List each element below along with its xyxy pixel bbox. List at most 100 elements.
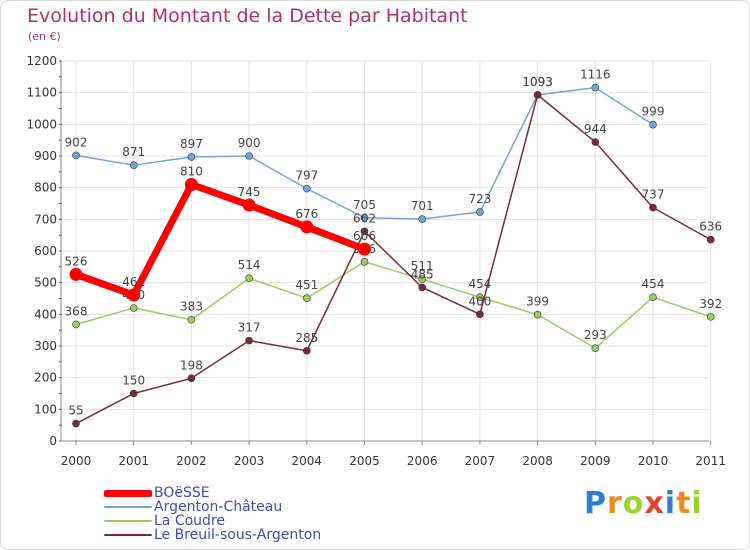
series-0-line	[72, 181, 368, 299]
series-2-point	[706, 313, 715, 321]
series-1-point	[302, 184, 311, 193]
series-2-point	[533, 310, 542, 319]
series-3-data-label: 737	[642, 188, 665, 202]
y-tick-label: 300	[34, 339, 57, 353]
legend-swatch	[104, 490, 152, 497]
series-1-point	[187, 153, 196, 161]
x-tick-label: 2010	[638, 454, 669, 468]
x-tick-label: 2006	[407, 454, 438, 468]
series-1-point	[649, 120, 657, 129]
logo-letter: i	[691, 486, 703, 521]
series-0-point	[242, 198, 256, 212]
series-1-data-label: 999	[642, 105, 665, 119]
series-1-data-label: 723	[468, 192, 491, 206]
series-0-data-label: 526	[65, 254, 88, 268]
y-tick-label: 0	[49, 434, 57, 448]
logo-letter: o	[622, 486, 645, 521]
series-3-data-label: 944	[584, 122, 607, 136]
legend-label: Le Breuil-sous-Argenton	[154, 527, 322, 543]
series-2-point	[360, 257, 369, 266]
series-1-data-label: 897	[180, 137, 203, 151]
series-3-point	[129, 389, 138, 398]
series-2-point	[245, 274, 253, 283]
x-tick-label: 2003	[234, 454, 265, 468]
series-2-point	[129, 304, 138, 312]
series-1-point	[129, 161, 138, 169]
series-3-point	[591, 138, 600, 146]
chart-title: Evolution du Montant de la Dette par Hab…	[27, 5, 468, 27]
series-3-point	[360, 227, 369, 236]
series-3-point	[706, 235, 715, 244]
x-tick-label: 2000	[61, 454, 92, 468]
x-tick-label: 2005	[349, 454, 380, 468]
series-3-data-label: 150	[122, 374, 145, 388]
x-tick-label: 2009	[580, 454, 611, 468]
series-1-data-label: 1116	[580, 68, 611, 82]
y-tick-label: 700	[34, 212, 57, 226]
legend-label: Argenton-Château	[154, 499, 283, 515]
logo-letter: x	[644, 486, 665, 521]
series-2-point	[649, 293, 657, 302]
logo-letter: t	[676, 486, 692, 521]
proxiti-logo: Proxiti	[584, 486, 703, 521]
series-2-data-label: 383	[180, 300, 203, 314]
y-tick-label: 500	[34, 276, 57, 290]
series-2-data-label: 399	[526, 295, 549, 309]
series-3-data-label: 317	[238, 321, 261, 335]
series-1-point	[476, 208, 484, 216]
series-0-point	[127, 288, 141, 302]
series-2-point	[591, 344, 600, 353]
series-0-data-label: 810	[180, 165, 203, 179]
series-3-data-label: 400	[468, 294, 491, 308]
legend-swatch	[104, 534, 152, 536]
series-1-data-label: 1093	[522, 75, 553, 89]
series-3-point	[302, 346, 311, 355]
x-tick-label: 2001	[118, 454, 149, 468]
series-0-data-label: 745	[238, 185, 261, 199]
series-3-point	[418, 283, 427, 292]
series-0-point	[300, 220, 314, 234]
series-2-data-label: 293	[584, 328, 607, 342]
series-0-data-label: 606	[353, 229, 376, 243]
series-2-data-label: 392	[699, 297, 722, 311]
y-tick-label: 400	[34, 307, 57, 321]
chart-subtitle: (en €)	[28, 30, 61, 43]
series-2-data-label: 511	[411, 259, 434, 273]
y-tick-label: 200	[34, 371, 57, 385]
line-chart: 0 100 200 300 400 500 600 700 800 900 1000 1100 1200…	[26, 54, 726, 468]
legend-label: La Coudre	[154, 513, 225, 529]
y-tick-label: 1000	[26, 117, 57, 131]
series-0-point	[184, 178, 198, 191]
series-3-point	[187, 374, 196, 383]
x-tick-label: 2004	[292, 454, 323, 468]
y-tick-label: 600	[34, 244, 57, 258]
series-3-line	[75, 94, 712, 425]
series-2-data-label: 451	[295, 278, 318, 292]
series-3-point	[245, 336, 253, 345]
y-tick-label: 900	[34, 149, 57, 163]
series-2-data-label: 368	[65, 304, 88, 318]
series-2-point	[187, 315, 196, 324]
series-1-point	[245, 152, 253, 160]
x-tick-label: 2002	[176, 454, 207, 468]
y-tick-label: 800	[34, 181, 57, 195]
series-1-data-label: 797	[295, 169, 318, 183]
series-3-data-label: 285	[295, 331, 318, 345]
legend-label: BOëSSE	[154, 485, 210, 501]
y-tick-label: 100	[34, 402, 57, 416]
series-2-data-label: 454	[642, 277, 665, 291]
logo-letter: i	[664, 486, 677, 521]
x-tick-label: 2008	[522, 454, 553, 468]
series-0-point	[358, 242, 371, 256]
series-3-point	[72, 419, 80, 428]
series-1-data-label: 701	[411, 199, 434, 213]
series-1-data-label: 705	[353, 198, 376, 212]
logo-letter: r	[607, 486, 623, 521]
series-3-point	[533, 91, 542, 99]
y-tick-label: 1200	[26, 54, 57, 68]
series-2-point	[72, 320, 80, 329]
series-2-data-label: 514	[238, 258, 261, 272]
series-3-data-label: 1093	[522, 75, 553, 89]
series-3-point	[476, 310, 484, 319]
